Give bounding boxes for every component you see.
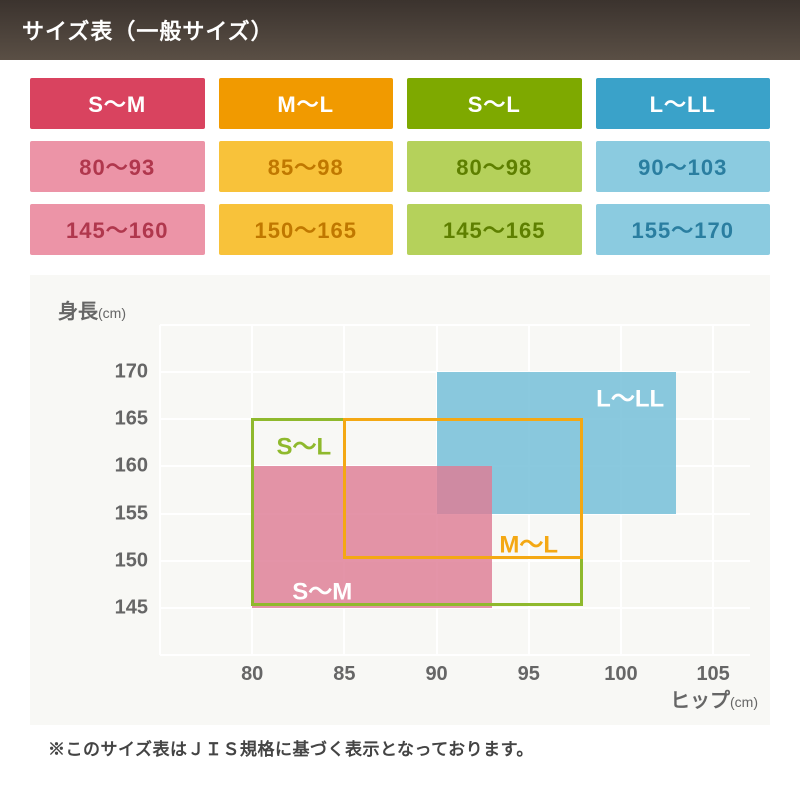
size-hip-lll: 90～103 [596,141,771,192]
size-header-lll: L～LL [596,78,771,129]
gridline-h [160,324,750,326]
size-height-sl: 145～165 [407,204,582,255]
x-tick: 85 [333,655,355,686]
x-tick: 105 [696,655,729,686]
footnote: ※このサイズ表はＪＩＳ規格に基づく表示となっております。 [0,725,800,760]
size-table: S～M 80～93 145～160 M～L 85～98 150～165 S～L 80～98 14… [0,60,800,265]
x-axis-title: ヒップ(cm) [670,684,758,713]
size-hip-sm: 80～93 [30,141,205,192]
y-tick: 165 [115,408,160,431]
footnote-text: ※このサイズ表はＪＩＳ規格に基づく表示となっております。 [48,740,534,759]
x-tick: 80 [241,655,263,686]
gridline-v [712,325,714,655]
y-tick: 155 [115,502,160,525]
x-tick: 90 [425,655,447,686]
size-height-lll: 155～170 [596,204,771,255]
size-header-ml: M～L [219,78,394,129]
plot-area: L～LLS～MS～LM～L145150155160165170808590951… [160,325,750,655]
size-header-sm: S～M [30,78,205,129]
y-tick: 160 [115,455,160,478]
size-hip-sl: 80～98 [407,141,582,192]
y-tick: 150 [115,549,160,572]
y-tick: 145 [115,596,160,619]
size-column-lll: L～LL 90～103 155～170 [596,78,771,255]
y-tick: 170 [115,361,160,384]
region-label-sl: S～L [276,426,331,461]
size-column-sm: S～M 80～93 145～160 [30,78,205,255]
header-title: サイズ表（一般サイズ） [22,19,274,44]
size-chart: 身長(cm)ヒップ(cm)L～LLS～MS～LM～L14515015516016… [30,275,770,725]
size-hip-ml: 85～98 [219,141,394,192]
size-column-sl: S～L 80～98 145～165 [407,78,582,255]
x-tick: 100 [604,655,637,686]
size-header-sl: S～L [407,78,582,129]
x-tick: 95 [518,655,540,686]
region-label-ml: M～L [499,524,558,559]
size-column-ml: M～L 85～98 150～165 [219,78,394,255]
region-label-lll: L～LL [596,378,664,413]
size-height-sm: 145～160 [30,204,205,255]
header-bar: サイズ表（一般サイズ） [0,0,800,60]
y-axis-title: 身長(cm) [58,295,126,324]
size-height-ml: 150～165 [219,204,394,255]
